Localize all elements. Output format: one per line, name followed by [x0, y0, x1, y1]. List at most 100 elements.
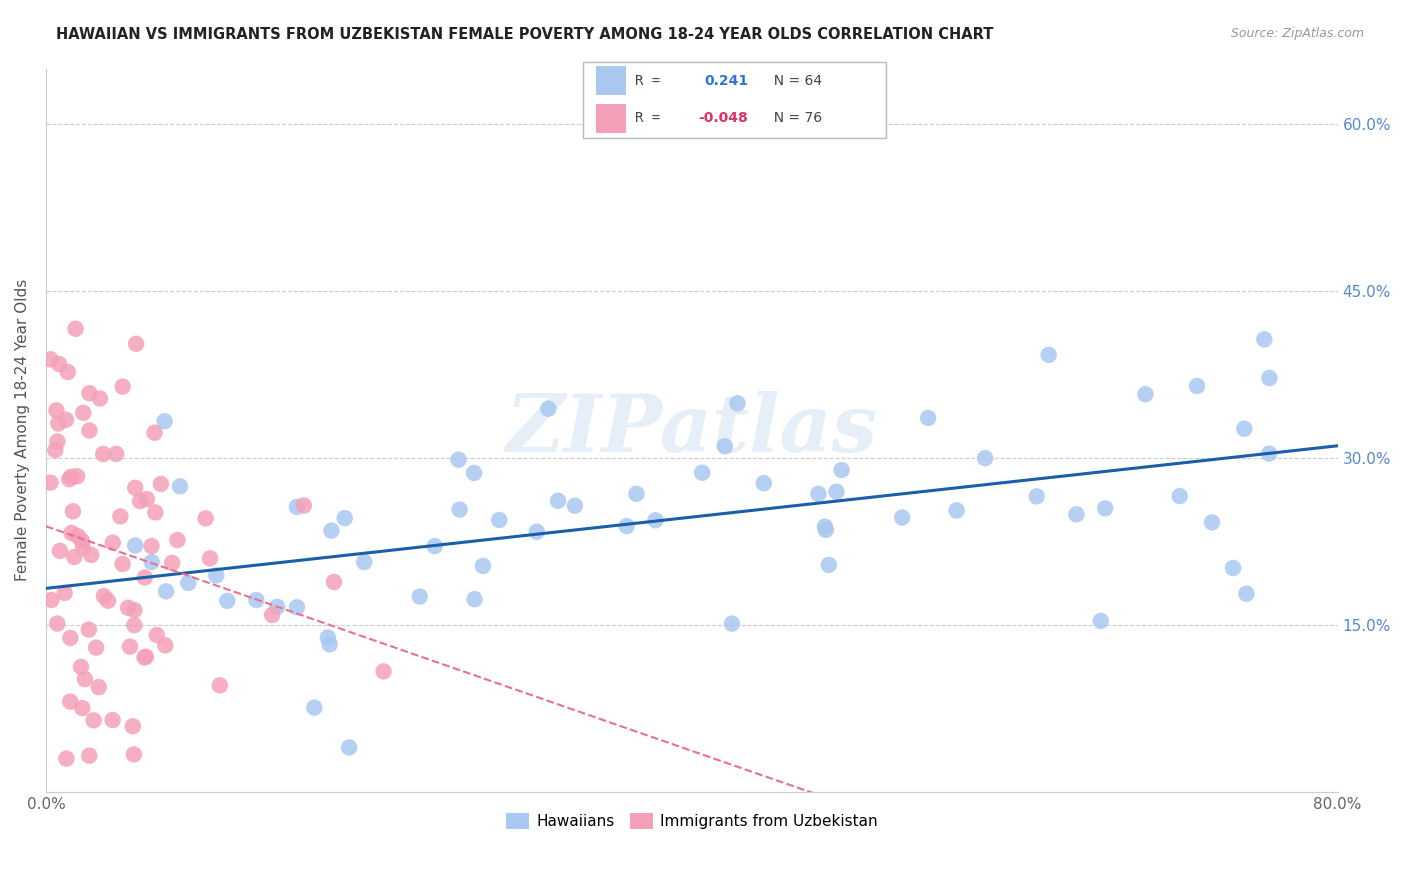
- Text: R =: R =: [636, 74, 676, 88]
- Point: [1038, 348, 1060, 362]
- Point: [105, 447, 128, 461]
- Point: [101, 535, 124, 549]
- Point: [316, 631, 339, 645]
- Point: [1168, 489, 1191, 503]
- Point: [1236, 587, 1258, 601]
- Point: [73, 672, 96, 686]
- Point: [1135, 387, 1157, 401]
- Point: [124, 539, 146, 553]
- Point: [46, 616, 69, 631]
- Point: [155, 638, 177, 652]
- Point: [177, 575, 200, 590]
- Point: [205, 568, 228, 582]
- Point: [547, 493, 569, 508]
- Text: N = 76: N = 76: [765, 111, 823, 125]
- Point: [63, 549, 86, 564]
- Point: [208, 678, 231, 692]
- Point: [49, 544, 72, 558]
- Point: [373, 665, 395, 679]
- Point: [66, 529, 89, 543]
- Point: [160, 556, 183, 570]
- Point: [266, 599, 288, 614]
- Point: [118, 640, 141, 654]
- Text: -0.048: -0.048: [699, 111, 748, 125]
- Point: [97, 593, 120, 607]
- Point: [60, 525, 83, 540]
- Point: [323, 574, 346, 589]
- Point: [60, 469, 83, 483]
- Point: [1066, 508, 1088, 522]
- Point: [111, 557, 134, 571]
- Point: [917, 411, 939, 425]
- Text: 0.241: 0.241: [704, 74, 748, 88]
- Point: [285, 600, 308, 615]
- Point: [79, 424, 101, 438]
- Point: [974, 451, 997, 466]
- Point: [690, 466, 713, 480]
- Point: [39, 352, 62, 367]
- Point: [136, 491, 159, 506]
- Point: [891, 510, 914, 524]
- Point: [409, 590, 432, 604]
- Point: [337, 740, 360, 755]
- Legend: Hawaiians, Immigrants from Uzbekistan: Hawaiians, Immigrants from Uzbekistan: [499, 806, 884, 835]
- Point: [41, 593, 63, 607]
- Point: [714, 439, 737, 453]
- Point: [124, 481, 146, 495]
- Point: [626, 487, 648, 501]
- Point: [141, 539, 163, 553]
- Point: [727, 396, 749, 410]
- Y-axis label: Female Poverty Among 18-24 Year Olds: Female Poverty Among 18-24 Year Olds: [15, 279, 30, 582]
- Text: HAWAIIAN VS IMMIGRANTS FROM UZBEKISTAN FEMALE POVERTY AMONG 18-24 YEAR OLDS CORR: HAWAIIAN VS IMMIGRANTS FROM UZBEKISTAN F…: [56, 27, 994, 42]
- Point: [70, 533, 93, 548]
- Point: [825, 484, 848, 499]
- Point: [945, 503, 967, 517]
- Point: [53, 586, 76, 600]
- Point: [423, 539, 446, 553]
- Point: [87, 680, 110, 694]
- Point: [125, 336, 148, 351]
- Point: [1258, 447, 1281, 461]
- Point: [814, 523, 837, 537]
- Point: [166, 533, 188, 547]
- Text: ZIPatlas: ZIPatlas: [506, 392, 877, 469]
- Point: [91, 447, 114, 461]
- Point: [1025, 489, 1047, 503]
- Point: [129, 494, 152, 508]
- Point: [79, 748, 101, 763]
- Point: [1094, 501, 1116, 516]
- Point: [1222, 561, 1244, 575]
- Point: [66, 469, 89, 483]
- Point: [121, 719, 143, 733]
- Point: [149, 477, 172, 491]
- Point: [463, 466, 485, 480]
- Point: [292, 499, 315, 513]
- Point: [1233, 422, 1256, 436]
- Point: [101, 713, 124, 727]
- Point: [83, 714, 105, 728]
- Point: [721, 616, 744, 631]
- Point: [146, 628, 169, 642]
- Point: [134, 570, 156, 584]
- Point: [55, 751, 77, 765]
- Point: [141, 555, 163, 569]
- Point: [143, 425, 166, 440]
- Point: [169, 479, 191, 493]
- Point: [80, 548, 103, 562]
- Point: [537, 401, 560, 416]
- Point: [449, 502, 471, 516]
- Point: [46, 417, 69, 431]
- Text: Source: ZipAtlas.com: Source: ZipAtlas.com: [1230, 27, 1364, 40]
- Point: [110, 509, 132, 524]
- Bar: [596, 104, 626, 133]
- Point: [134, 650, 156, 665]
- Point: [1258, 371, 1281, 385]
- Point: [488, 513, 510, 527]
- Point: [333, 511, 356, 525]
- Point: [77, 623, 100, 637]
- Point: [194, 511, 217, 525]
- Point: [245, 593, 267, 607]
- Point: [39, 475, 62, 490]
- Point: [56, 365, 79, 379]
- Point: [1090, 614, 1112, 628]
